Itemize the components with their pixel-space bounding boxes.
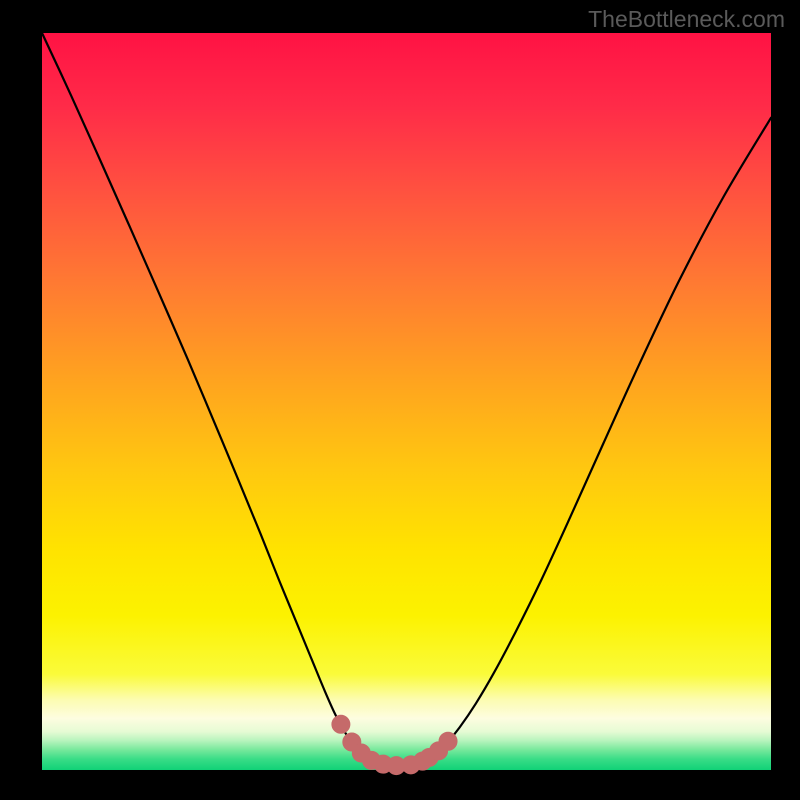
marker-point — [439, 732, 457, 750]
watermark-text: TheBottleneck.com — [588, 6, 785, 33]
marker-point — [332, 715, 350, 733]
plot-background — [42, 33, 771, 770]
